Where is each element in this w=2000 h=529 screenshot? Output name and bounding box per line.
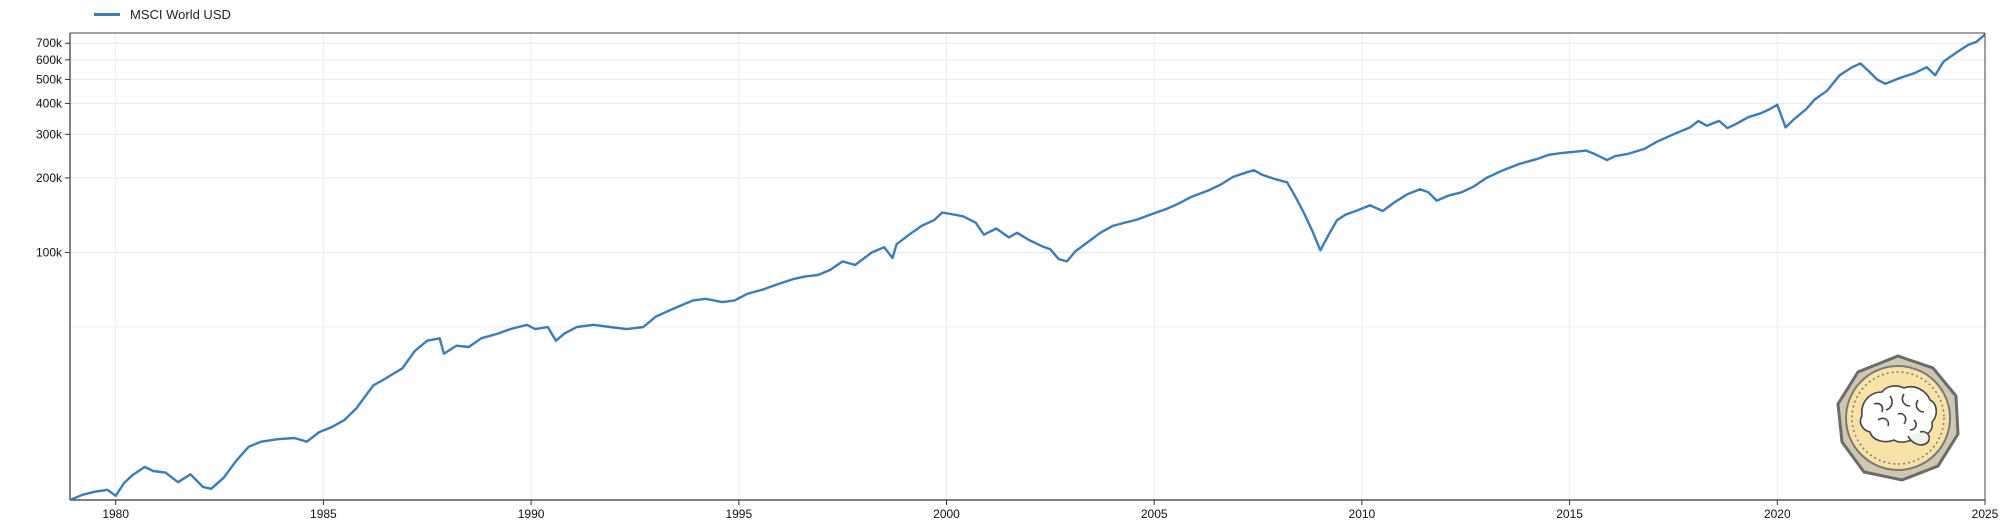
- y-tick-label: 100k: [36, 245, 63, 259]
- grid: [70, 33, 1986, 500]
- legend: MSCI World USD: [94, 7, 231, 22]
- y-tick-label: 500k: [36, 72, 63, 86]
- x-tick-label: 1990: [518, 507, 545, 521]
- x-tick-label: 1980: [102, 507, 129, 521]
- x-tick-label: 1985: [310, 507, 337, 521]
- y-tick-label: 400k: [36, 96, 63, 110]
- y-tick-label: 300k: [36, 127, 63, 141]
- axes: 100k 200k 300k 400k 500k 600k 700k 1980 1985 1990…: [36, 32, 1999, 521]
- x-tick-label: 1995: [725, 507, 752, 521]
- x-tick-label: 2020: [1764, 507, 1791, 521]
- x-tick-label: 2015: [1556, 507, 1583, 521]
- y-tick-label: 600k: [36, 53, 63, 67]
- series-layer: [69, 33, 1986, 502]
- brain-coin-logo: [1836, 354, 1960, 482]
- x-tick-label: 2025: [1972, 507, 1999, 521]
- legend-swatch: [94, 13, 120, 16]
- x-tick-label: 2000: [933, 507, 960, 521]
- series-line: [69, 33, 1986, 502]
- legend-label: MSCI World USD: [130, 7, 231, 22]
- x-tick-label: 2010: [1349, 507, 1376, 521]
- y-tick-label: 200k: [36, 171, 63, 185]
- y-tick-label: 700k: [36, 36, 63, 50]
- x-tick-label: 2005: [1141, 507, 1168, 521]
- brain-icon: [1859, 385, 1938, 446]
